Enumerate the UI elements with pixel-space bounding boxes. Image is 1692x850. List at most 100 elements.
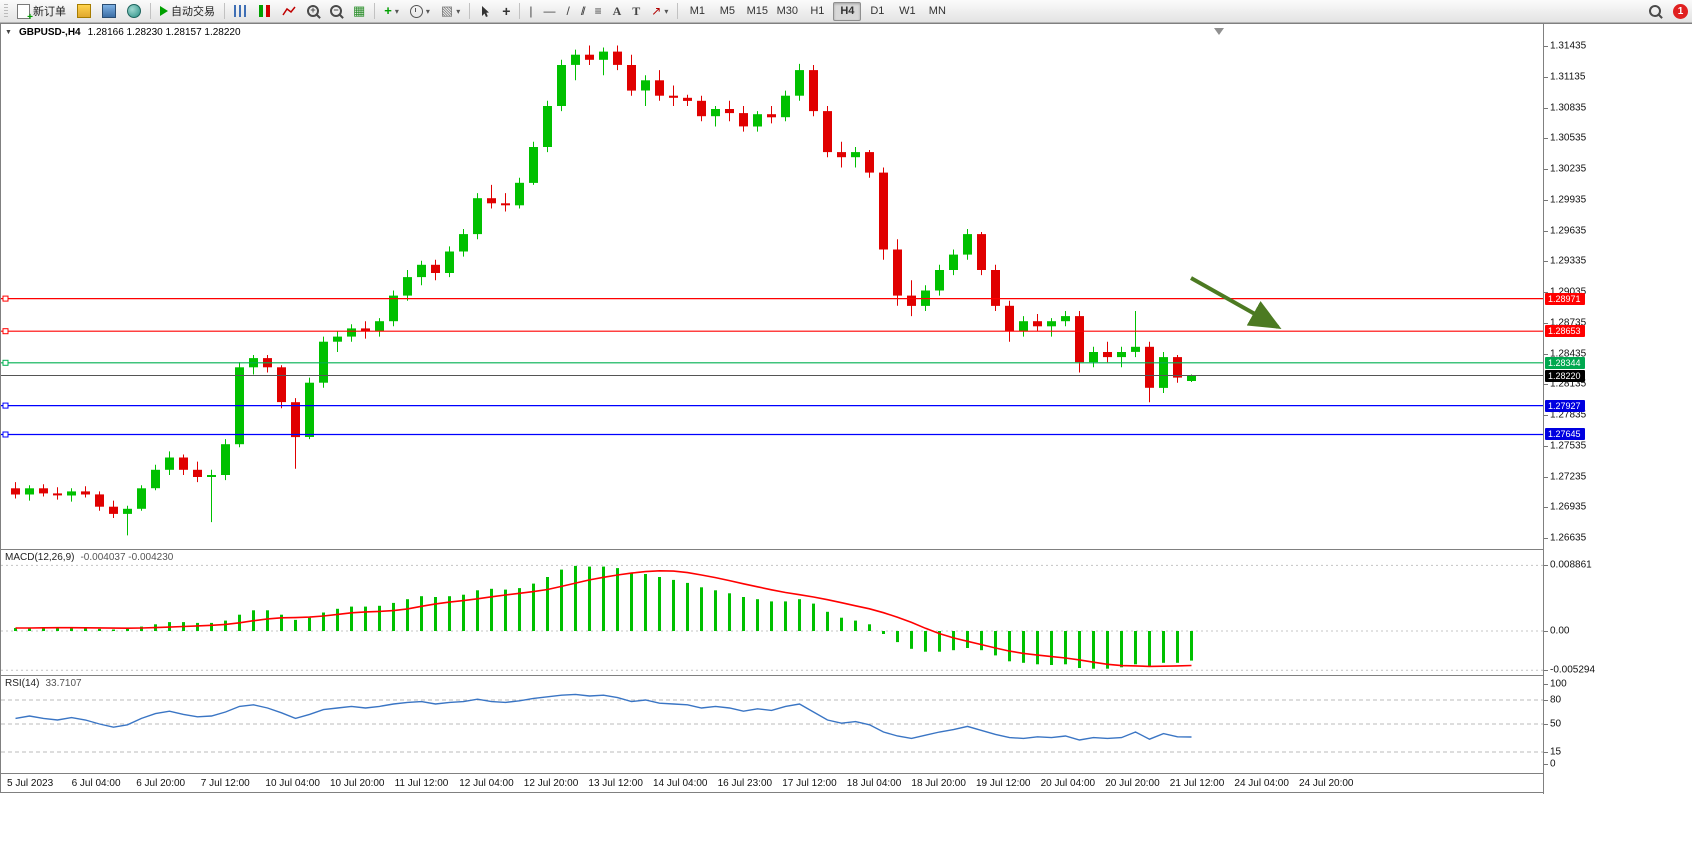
clock-icon: [409, 4, 423, 18]
timeframe-m5-button[interactable]: M5: [719, 4, 735, 17]
symbol-name: GBPUSD-,H4: [18, 27, 81, 38]
cursor-icon: [482, 5, 490, 17]
horizontal-level-lines: [1, 295, 1543, 438]
time-axis-label: 12 Jul 04:00: [459, 778, 514, 789]
time-axis-label: 18 Jul 20:00: [911, 778, 966, 789]
price-level-badge-support-green: 1.28344: [1545, 356, 1585, 369]
line-chart-icon: [282, 6, 296, 16]
time-axis[interactable]: 5 Jul 2023 6 Jul 04:00 6 Jul 20:00 7 Jul 12…: [1, 774, 1543, 794]
template-icon: ▧: [440, 3, 454, 18]
time-axis-label: 17 Jul 12:00: [782, 778, 837, 789]
symbol-header: ▼ GBPUSD-,H4 1.28166 1.28230 1.28157 1.2…: [5, 27, 241, 38]
macd-axis-label: 0.008861: [1550, 559, 1592, 571]
periods-button[interactable]: ▾: [405, 1, 435, 22]
chevron-down-icon: ▾: [664, 6, 669, 16]
toolbar-separator: [519, 3, 521, 19]
price-axis-label: 1.29335: [1550, 255, 1587, 267]
bar-chart-mode-button[interactable]: [229, 1, 252, 22]
price-axis-label: 1.31135: [1550, 71, 1586, 83]
notification-badge[interactable]: 1: [1673, 3, 1688, 19]
macd-pane: MACD(12,26,9) -0.004037 -0.004230: [1, 550, 1543, 676]
rsi-canvas[interactable]: [1, 676, 1543, 773]
indicators-button[interactable]: + ▾: [379, 1, 404, 22]
label-tool-button[interactable]: T: [627, 1, 645, 22]
price-axis[interactable]: 1.31435 1.31135 1.30835 1.30535 1.30235 1.299…: [1543, 24, 1692, 794]
line-handle[interactable]: [2, 359, 9, 366]
toolbar-grip[interactable]: [4, 4, 8, 18]
price-axis-label: 1.27235: [1550, 471, 1587, 482]
text-tool-button[interactable]: A: [608, 1, 627, 22]
timeframe-m15-button[interactable]: M15: [746, 4, 769, 17]
line-handle[interactable]: [2, 328, 9, 335]
time-axis-label: 7 Jul 12:00: [200, 778, 250, 789]
horizontal-line-icon: —: [543, 4, 556, 18]
tile-windows-button[interactable]: ▦: [348, 1, 370, 22]
navigator-icon: [102, 4, 116, 18]
macd-canvas[interactable]: [1, 550, 1543, 675]
templates-button[interactable]: ▧ ▾: [436, 1, 465, 22]
price-axis-label: 1.30835: [1550, 102, 1587, 113]
price-axis-label: 1.26635: [1550, 532, 1587, 544]
timeframe-m1-button[interactable]: M1: [689, 4, 705, 17]
indicators-plus-icon: +: [384, 3, 392, 18]
timeframe-w1-button[interactable]: W1: [899, 4, 916, 17]
line-chart-mode-button[interactable]: [277, 1, 301, 22]
arrow-tool-icon: ↗: [651, 4, 662, 18]
price-level-badge-support-blue-upper: 1.27927: [1545, 399, 1585, 412]
zoom-out-icon: −: [330, 5, 342, 17]
time-axis-label: 10 Jul 20:00: [330, 778, 385, 789]
tile-windows-icon: ▦: [353, 3, 366, 18]
market-watch-button[interactable]: [72, 1, 96, 22]
vertical-line-icon: |: [529, 4, 533, 18]
autotrading-label: 自动交易: [171, 6, 215, 18]
price-axis-label: 1.31435: [1550, 40, 1587, 52]
rsi-axis-label: 100: [1550, 678, 1567, 690]
price-axis-label: 1.27535: [1550, 440, 1587, 452]
trend-arrow-annotation[interactable]: [1190, 276, 1282, 329]
zoom-out-button[interactable]: −: [325, 1, 347, 22]
time-axis-label: 18 Jul 04:00: [846, 778, 902, 789]
terminal-button[interactable]: [122, 1, 146, 22]
timeframe-h4-button[interactable]: H4: [833, 1, 862, 21]
line-handle[interactable]: [2, 431, 9, 438]
timeframe-d1-button[interactable]: D1: [870, 4, 885, 17]
timeframe-mn-button[interactable]: MN: [928, 4, 946, 17]
timeframe-m30-button[interactable]: M30: [776, 4, 799, 17]
search-button[interactable]: [1644, 1, 1666, 22]
time-axis-label: 19 Jul 12:00: [976, 778, 1031, 789]
new-order-button[interactable]: 新订单: [12, 1, 71, 23]
main-chart-canvas[interactable]: [1, 24, 1543, 549]
navigator-button[interactable]: [97, 1, 121, 22]
rsi-axis-label: 15: [1550, 746, 1562, 758]
timeframe-h1-button[interactable]: H1: [810, 4, 825, 17]
collapse-icon[interactable]: ▼: [5, 29, 12, 36]
price-axis-label: 1.28435: [1550, 348, 1587, 359]
rsi-axis-label: 80: [1550, 694, 1562, 706]
macd-axis-label: 0.00: [1550, 625, 1570, 637]
text-icon: A: [612, 4, 622, 18]
trendline-tool-button[interactable]: /: [562, 1, 575, 22]
chevron-down-icon: ▾: [425, 6, 430, 16]
arrows-tool-button[interactable]: ↗ ▾: [646, 1, 673, 22]
crosshair-tool-button[interactable]: +: [497, 1, 515, 22]
time-axis-label: 6 Jul 04:00: [71, 778, 121, 789]
candlestick-mode-button[interactable]: [253, 1, 276, 22]
price-axis-label: 1.29635: [1550, 225, 1587, 236]
cursor-tool-button[interactable]: [474, 1, 496, 22]
price-axis-label: 1.30235: [1550, 163, 1587, 175]
fibonacci-tool-button[interactable]: ≡: [590, 1, 607, 22]
channel-tool-button[interactable]: //: [576, 1, 589, 22]
time-axis-label: 24 Jul 04:00: [1234, 778, 1289, 789]
rsi-axis-label: 50: [1550, 718, 1562, 730]
chevron-down-icon: ▾: [394, 6, 399, 16]
price-axis-label: 1.26935: [1550, 501, 1587, 513]
horizontal-line-tool-button[interactable]: —: [539, 1, 561, 22]
line-handle[interactable]: [2, 402, 9, 409]
new-order-label: 新订单: [33, 6, 66, 18]
vertical-line-tool-button[interactable]: |: [524, 1, 537, 22]
time-axis-label: 24 Jul 20:00: [1299, 778, 1354, 789]
line-handle[interactable]: [2, 295, 9, 302]
chart-shift-marker[interactable]: [1214, 28, 1224, 35]
zoom-in-button[interactable]: +: [302, 1, 324, 22]
autotrading-button[interactable]: 自动交易: [155, 1, 220, 22]
